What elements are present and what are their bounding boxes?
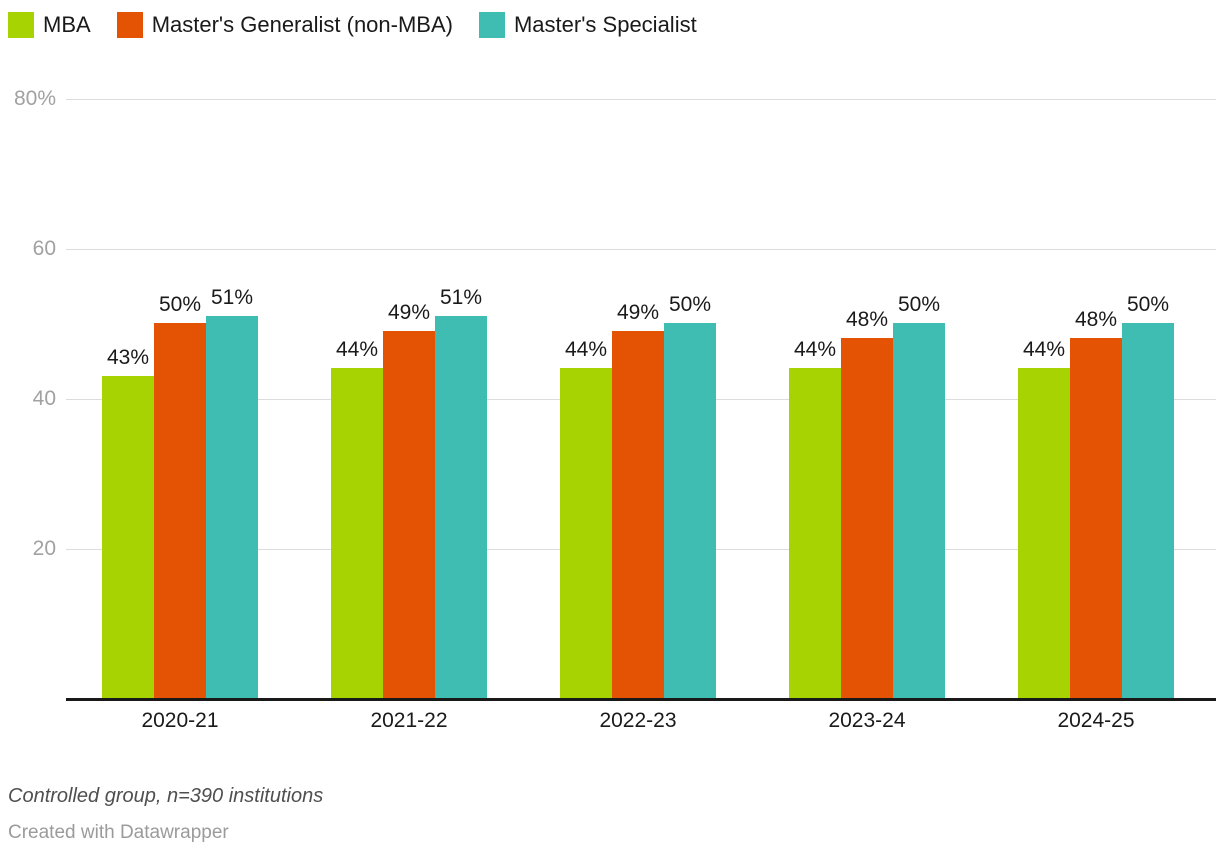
legend-swatch [478,12,505,38]
legend-swatch [8,12,34,38]
datawrapper-credit: Created with Datawrapper [8,822,229,843]
y-axis-label: 20 [32,537,56,560]
bar [102,375,154,698]
x-axis-baseline [66,698,1216,701]
legend-item: Master's Generalist (non-MBA) [116,12,453,38]
bar-value-label: 51% [210,285,254,309]
x-axis-label: 2021-22 [370,709,448,732]
bar-value-label: 44% [793,338,837,361]
bar [841,338,893,698]
bar [206,315,258,698]
bar [1122,323,1174,698]
bar [893,323,945,698]
bar [1070,338,1122,698]
gridline [66,249,1216,250]
legend-label: Master's Generalist (non-MBA) [151,12,453,37]
bar-value-label: 51% [439,285,483,309]
bar-value-label: 48% [1074,308,1118,331]
bar-value-label: 49% [387,300,431,324]
bar [664,323,716,698]
gridline [66,99,1216,100]
bar-value-label: 50% [1126,293,1170,316]
legend: MBA Master's Generalist (non-MBA) Master's… [8,12,697,38]
legend-label: Master's Specialist [513,12,697,37]
bar-value-label: 44% [335,338,379,361]
legend-swatch [116,12,143,38]
bar [435,315,487,698]
legend-item: MBA [8,12,91,38]
bar-value-label: 49% [616,300,660,324]
chart-note: Controlled group, n=390 institutions [8,785,324,807]
bar-value-label: 44% [564,338,608,361]
legend-label: MBA [43,12,91,37]
bar-value-label: 50% [158,293,202,316]
bar-value-label: 43% [106,345,150,369]
bar [789,368,841,698]
bar [560,368,612,698]
bar-value-label: 48% [845,308,889,331]
x-axis-label: 2022-23 [599,709,677,732]
bar-value-label: 44% [1022,338,1066,361]
y-axis-label: 40 [32,387,56,410]
x-axis-label: 2020-21 [141,709,219,732]
bar [331,368,383,698]
bar [612,330,664,698]
bar-value-label: 50% [897,293,941,316]
bar [154,323,206,698]
bar [1018,368,1070,698]
x-axis-label: 2024-25 [1057,709,1135,732]
bar [383,330,435,698]
y-axis-label: 80% [13,87,56,110]
bar-value-label: 50% [668,293,712,316]
x-axis-label: 2023-24 [828,709,906,732]
y-axis-label: 60 [32,237,56,260]
legend-item: Master's Specialist [478,12,697,38]
